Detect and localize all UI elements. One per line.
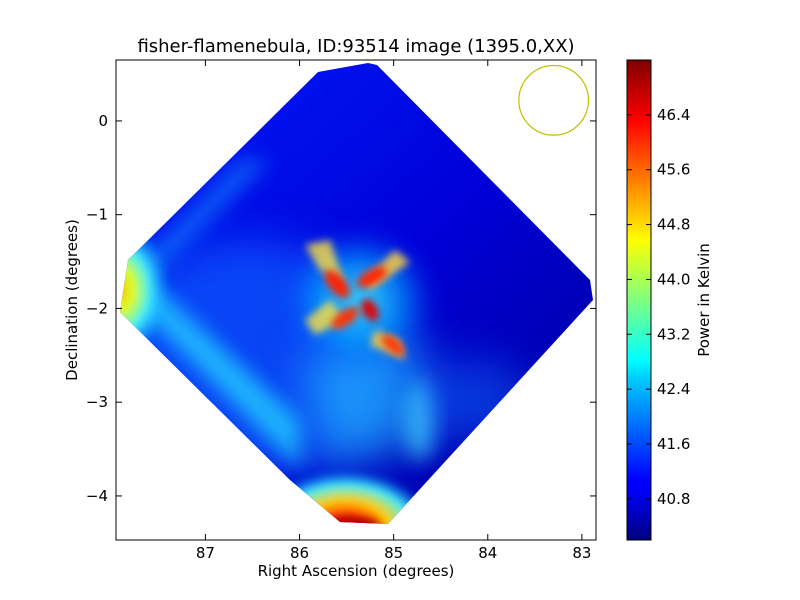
colorbar: [626, 59, 652, 541]
plot-frame: [115, 59, 597, 541]
colorbar-tick-label: 40.8: [657, 490, 690, 508]
x-tick-label: 87: [196, 544, 215, 562]
colorbar-tick-label: 41.6: [657, 435, 690, 453]
y-tick-label: −3: [86, 393, 108, 411]
x-axis-ticks: 87 86 85 84 83: [196, 60, 591, 562]
colorbar-tick-label: 44.8: [657, 216, 690, 234]
colorbar-tick-label: 43.2: [657, 325, 690, 343]
colorbar-label: Power in Kelvin: [695, 243, 713, 357]
colorbar-tick-label: 46.4: [657, 106, 690, 124]
y-axis-ticks: 0 −1 −2 −3 −4: [86, 112, 596, 505]
y-axis-label: Declination (degrees): [63, 219, 81, 381]
colorbar-ticks: 40.8 41.6 42.4 43.2 44.0 44.8 45.6 46.4: [627, 106, 690, 508]
x-tick-label: 83: [572, 544, 591, 562]
x-tick-label: 84: [478, 544, 497, 562]
beam-circle: [518, 64, 590, 136]
y-tick-label: 0: [98, 112, 108, 130]
heatmap-image: [120, 63, 593, 524]
colorbar-tick-label: 45.6: [657, 161, 690, 179]
colorbar-tick-label: 42.4: [657, 380, 690, 398]
colorbar-tick-label: 44.0: [657, 270, 690, 288]
y-tick-label: −1: [86, 206, 108, 224]
x-tick-label: 86: [290, 544, 309, 562]
y-tick-label: −2: [86, 299, 108, 317]
y-tick-label: −4: [86, 487, 108, 505]
x-axis-label: Right Ascension (degrees): [258, 562, 455, 580]
chart-title: fisher-flamenebula, ID:93514 image (1395…: [137, 36, 574, 57]
x-tick-label: 85: [384, 544, 403, 562]
